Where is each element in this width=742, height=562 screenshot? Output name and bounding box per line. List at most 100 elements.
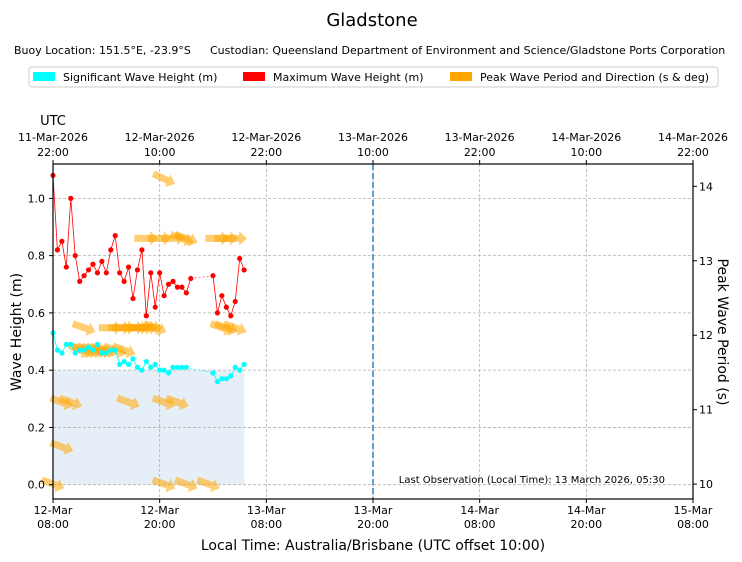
top-tick-time: 22:00 [677, 146, 709, 159]
hsig-point [54, 347, 61, 353]
hsig-point [85, 344, 92, 350]
hsig-point [63, 341, 69, 347]
hmax-point [214, 310, 221, 316]
hmax-point [148, 270, 154, 276]
hmax-point [134, 267, 141, 273]
hsig-point [228, 373, 234, 379]
hsig-point [241, 361, 247, 368]
hmax-point [210, 273, 216, 279]
x-tick-time: 20:00 [357, 518, 389, 531]
hsig-point [81, 347, 87, 353]
hsig-point [72, 350, 78, 356]
hmax-point [157, 270, 163, 276]
top-tick-time: 22:00 [464, 146, 496, 159]
hmax-point [94, 270, 101, 276]
hmax-gap-link [190, 275, 214, 279]
hsig-point [179, 364, 185, 370]
hsig-gap-link [186, 366, 214, 374]
hmax-point [77, 278, 83, 284]
y2-tick-label: 12 [699, 329, 713, 342]
hsig-point [112, 347, 118, 353]
hsig-point [90, 347, 96, 353]
x-tick-date: 13-Mar [354, 504, 393, 517]
hsig-point [219, 376, 225, 382]
y-tick-label: 0.8 [28, 250, 46, 263]
x-tick-date: 15-Mar [674, 504, 713, 517]
hsig-point [134, 364, 141, 370]
hmax-point [54, 247, 61, 253]
hmax-point [152, 304, 158, 310]
legend-frame [28, 66, 719, 88]
legend-swatch-hmax [243, 72, 265, 81]
y2-axis-label: Peak Wave Period (s) [714, 259, 730, 406]
hmax-point [72, 253, 78, 259]
hsig-point [143, 358, 149, 365]
legend-label-period: Peak Wave Period and Direction (s & deg) [480, 71, 709, 84]
top-tick-time: 22:00 [250, 146, 282, 159]
period-direction-arrow [151, 476, 176, 493]
hmax-point [90, 261, 96, 267]
hsig-point [174, 364, 181, 370]
hmax-line [212, 258, 245, 317]
hsig-point [170, 364, 176, 370]
top-tick-time: 22:00 [37, 146, 69, 159]
hsig-point [139, 367, 145, 373]
hmax-point [81, 273, 87, 279]
hsig-point [183, 364, 189, 370]
custodian: Custodian: Queensland Department of Envi… [210, 44, 725, 57]
x-tick-time: 20:00 [570, 518, 602, 531]
hmax-point [237, 255, 243, 262]
hsig-point [130, 356, 136, 362]
hsig-point [77, 347, 83, 353]
top-tick-date: 13-Mar-2026 [445, 131, 515, 144]
x-tick-time: 20:00 [144, 518, 176, 531]
hsig-point [214, 379, 221, 385]
hmax-point [241, 267, 247, 273]
top-tick-time: 10:00 [357, 146, 389, 159]
period-direction-arrow [49, 439, 74, 455]
period-direction-arrow [196, 476, 220, 493]
x-tick-date: 13-Mar [247, 504, 286, 517]
x-tick-time: 08:00 [677, 518, 709, 531]
y2-tick-label: 10 [699, 478, 713, 491]
x-tick-time: 08:00 [37, 518, 69, 531]
legend-swatch-hsig [33, 72, 55, 81]
hsig-point [157, 367, 163, 373]
hsig-point [165, 370, 172, 376]
y-tick-label: 0.4 [28, 364, 46, 377]
hmax-point [188, 275, 194, 282]
hmax-point [223, 304, 229, 310]
period-direction-arrow [116, 394, 140, 411]
period-direction-arrow [58, 394, 83, 411]
hsig-point [210, 370, 216, 376]
period-direction-arrow [173, 231, 198, 247]
period-direction-arrow [151, 394, 176, 411]
hmax-point [108, 247, 114, 253]
hsig-point [232, 364, 238, 370]
period-direction-arrow [71, 320, 96, 336]
buoy-location: Buoy Location: 151.5°E, -23.9°S [14, 44, 191, 57]
top-tick-date: 13-Mar-2026 [338, 131, 408, 144]
hmax-point [125, 264, 132, 270]
hsig-point [117, 361, 123, 368]
x-tick-time: 08:00 [250, 518, 282, 531]
top-tick-date: 12-Mar-2026 [125, 131, 195, 144]
hsig-point [237, 367, 243, 373]
utc-label: UTC [40, 114, 66, 129]
y-tick-label: 0.2 [28, 421, 46, 434]
y-tick-label: 1.0 [28, 192, 46, 205]
y-axis-label: Wave Height (m) [9, 273, 25, 391]
hmax-point [121, 278, 127, 284]
hmax-point [117, 270, 123, 276]
hmax-point [179, 284, 185, 290]
hmax-point [170, 278, 176, 284]
hmax-point [99, 258, 105, 264]
hmax-point [130, 295, 136, 302]
top-tick-date: 11-Mar-2026 [18, 131, 88, 144]
period-direction-arrow [165, 394, 189, 411]
chart-title: Gladstone [326, 10, 417, 31]
hmax-point [112, 232, 118, 239]
x-tick-date: 12-Mar [140, 504, 179, 517]
hmax-point [139, 247, 145, 253]
